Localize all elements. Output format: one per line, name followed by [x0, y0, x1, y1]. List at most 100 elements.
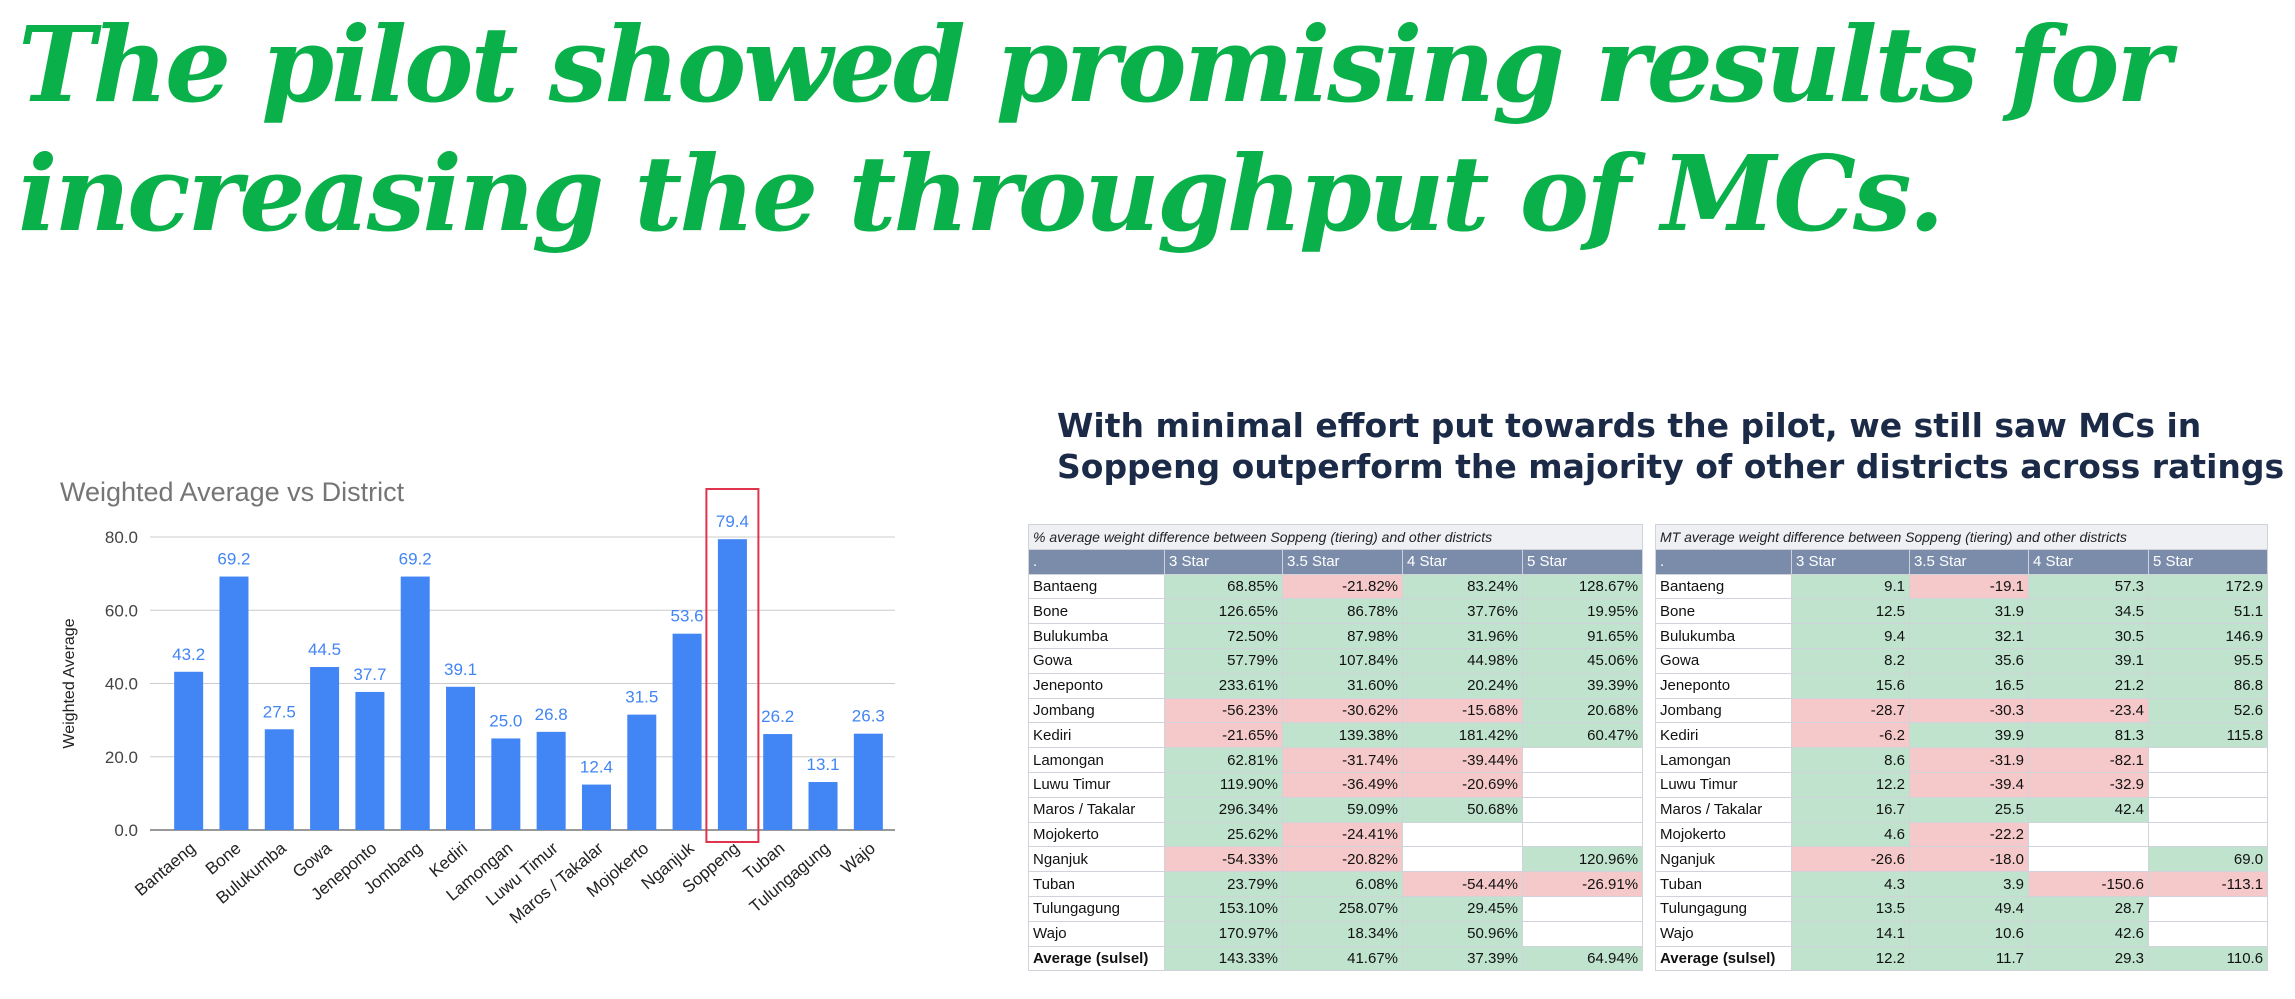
value-cell: -39.44% [1402, 747, 1523, 773]
value-cell: 4.6 [1791, 821, 1910, 848]
value-cell: -56.23% [1164, 697, 1283, 724]
column-header: 3 Star [1791, 548, 1910, 575]
value-cell [2147, 771, 2269, 798]
table-row: Average (sulsel) 12.2 11.7 29.3 110.6 [1655, 945, 2269, 972]
district-cell: Tulungagung [1028, 895, 1165, 922]
district-cell: Bantaeng [1655, 573, 1792, 600]
bar-value-label: 69.2 [399, 550, 432, 569]
y-tick-label: 20.0 [105, 748, 138, 767]
column-header: 5 Star [1521, 548, 1644, 575]
value-cell: 42.6 [2028, 920, 2149, 947]
value-cell: 107.84% [1282, 647, 1403, 674]
district-cell: Maros / Takalar [1028, 796, 1165, 823]
district-cell: Lamongan [1655, 747, 1792, 773]
bar-value-label: 26.3 [852, 707, 885, 726]
district-cell: Jombang [1028, 697, 1165, 724]
value-cell: 87.98% [1282, 623, 1403, 649]
district-cell: Kediri [1028, 722, 1165, 749]
value-cell [1521, 747, 1644, 773]
bar-value-label: 69.2 [217, 550, 250, 569]
bar-value-label: 13.1 [806, 755, 839, 774]
bar-value-label: 27.5 [263, 702, 296, 721]
value-cell: 50.68% [1402, 796, 1523, 823]
table-row: Bulukumba 72.50% 87.98% 31.96% 91.65% [1028, 623, 1644, 649]
value-cell: 42.4 [2028, 796, 2149, 823]
value-cell: 64.94% [1521, 945, 1644, 972]
district-cell: Mojokerto [1028, 821, 1165, 848]
headline: The pilot showed promising results for i… [18, 0, 2171, 258]
value-cell: 296.34% [1164, 796, 1283, 823]
value-cell: 50.96% [1402, 920, 1523, 947]
value-cell [1521, 821, 1644, 848]
y-tick-label: 80.0 [105, 528, 138, 547]
value-cell: 39.1 [2028, 647, 2149, 674]
value-cell: -18.0 [1909, 846, 2029, 873]
value-cell: 4.3 [1791, 871, 1910, 897]
value-cell: 13.5 [1791, 895, 1910, 922]
table-row: Bone 126.65% 86.78% 37.76% 19.95% [1028, 598, 1644, 625]
value-cell [2147, 920, 2269, 947]
value-cell: 30.5 [2028, 623, 2149, 649]
y-tick-label: 0.0 [114, 821, 138, 840]
value-cell: 12.2 [1791, 771, 1910, 798]
district-cell: Bantaeng [1028, 573, 1165, 600]
value-cell: 16.5 [1909, 672, 2029, 699]
district-cell: Tuban [1028, 871, 1165, 897]
value-cell: 25.5 [1909, 796, 2029, 823]
column-header: 5 Star [2147, 548, 2269, 575]
value-cell: -24.41% [1282, 821, 1403, 848]
value-cell: -28.7 [1791, 697, 1910, 724]
value-cell: -21.82% [1282, 573, 1403, 600]
district-cell: Luwu Timur [1028, 771, 1165, 798]
weighted-average-chart: Weighted Average vs District 0.0 20.0 40.0 6… [50, 465, 930, 928]
percent-difference-table: % average weight difference between Sopp… [1027, 524, 1644, 972]
bar [581, 784, 611, 830]
district-cell: Mojokerto [1655, 821, 1792, 848]
column-header: . [1655, 548, 1792, 575]
value-cell: 8.6 [1791, 747, 1910, 773]
subheadline-line-2: Soppeng outperform the majority of other… [1057, 447, 2285, 486]
district-cell: Jombang [1655, 697, 1792, 724]
value-cell: -39.4 [1909, 771, 2029, 798]
value-cell: 153.10% [1164, 895, 1283, 922]
value-cell: -19.1 [1909, 573, 2029, 600]
headline-line-1: The pilot showed promising results for [18, 3, 2171, 126]
bar [174, 671, 204, 830]
table-row: Bantaeng 9.1 -19.1 57.3 172.9 [1655, 573, 2269, 600]
value-cell: 72.50% [1164, 623, 1283, 649]
table-row: Gowa 57.79% 107.84% 44.98% 45.06% [1028, 647, 1644, 674]
subheadline-line-1: With minimal effort put towards the pilo… [1057, 406, 2202, 445]
value-cell: 68.85% [1164, 573, 1283, 600]
bar [763, 734, 793, 830]
bar-value-label: 53.6 [671, 607, 704, 626]
value-cell: -26.6 [1791, 846, 1910, 873]
value-cell [2028, 821, 2149, 848]
value-cell [2147, 796, 2269, 823]
value-cell: 172.9 [2147, 573, 2269, 600]
value-cell: 29.3 [2028, 945, 2149, 972]
table-row: Average (sulsel) 143.33% 41.67% 37.39% 64.94… [1028, 945, 1644, 972]
value-cell: 12.5 [1791, 598, 1910, 625]
column-header: 4 Star [1402, 548, 1523, 575]
value-cell: 170.97% [1164, 920, 1283, 947]
district-cell: Wajo [1655, 920, 1792, 947]
y-axis-label: Weighted Average [61, 618, 78, 748]
value-cell: 119.90% [1164, 771, 1283, 798]
table-row: Lamongan 8.6 -31.9 -82.1 [1655, 747, 2269, 773]
value-cell: 83.24% [1402, 573, 1523, 600]
value-cell: 12.2 [1791, 945, 1910, 972]
value-cell: 126.65% [1164, 598, 1283, 625]
bar [355, 691, 385, 830]
x-tick-label: Wajo [838, 839, 879, 878]
bar [219, 576, 249, 830]
value-cell: -30.3 [1909, 697, 2029, 724]
value-cell [1402, 821, 1523, 848]
table-caption-row: MT average weight difference between Sop… [1654, 524, 2269, 550]
value-cell [2028, 846, 2149, 873]
bar [717, 539, 747, 830]
bar [808, 782, 838, 830]
value-cell [2147, 895, 2269, 922]
value-cell: 120.96% [1521, 846, 1644, 873]
value-cell: -150.6 [2028, 871, 2149, 897]
bar-value-label: 31.5 [625, 688, 658, 707]
